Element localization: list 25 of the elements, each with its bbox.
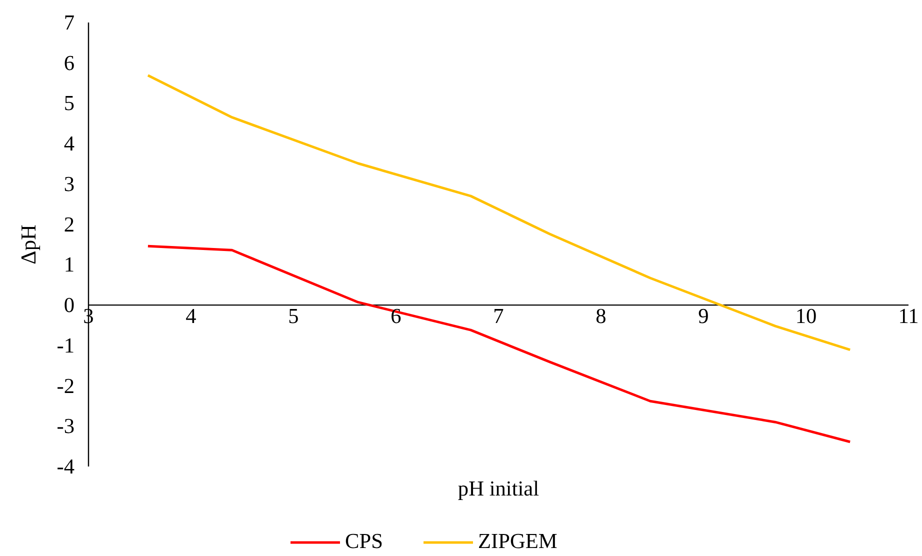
x-tick-label: 5: [288, 304, 299, 328]
x-tick-label: 9: [698, 304, 709, 328]
y-tick-label: 2: [64, 212, 75, 236]
y-tick-label: 5: [64, 91, 75, 116]
y-tick-label: 6: [64, 50, 75, 75]
y-axis-title: ΔpH: [16, 224, 40, 264]
line-series: [146, 244, 852, 444]
x-axis-title: pH initial: [458, 476, 540, 500]
y-tick-label: -2: [56, 374, 75, 398]
x-tick-label: 8: [596, 304, 606, 328]
y-tick-label: 3: [64, 172, 75, 196]
y-tick-label: -1: [56, 333, 75, 358]
legend-label: ZIPGEM: [478, 529, 558, 554]
y-tick-label: -4: [56, 454, 75, 478]
y-tick-label: 7: [64, 10, 75, 34]
y-tick-label: 1: [64, 252, 75, 277]
line-series: [146, 74, 852, 352]
y-tick-label: 0: [64, 293, 75, 318]
y-tick-label: -3: [56, 414, 75, 438]
legend-label: CPS: [345, 529, 383, 554]
x-tick-label: 7: [493, 304, 504, 328]
y-tick-label: 4: [64, 132, 75, 156]
x-tick-label: 10: [795, 304, 817, 328]
x-tick-label: 11: [898, 304, 919, 328]
x-tick-label: 4: [186, 304, 197, 328]
